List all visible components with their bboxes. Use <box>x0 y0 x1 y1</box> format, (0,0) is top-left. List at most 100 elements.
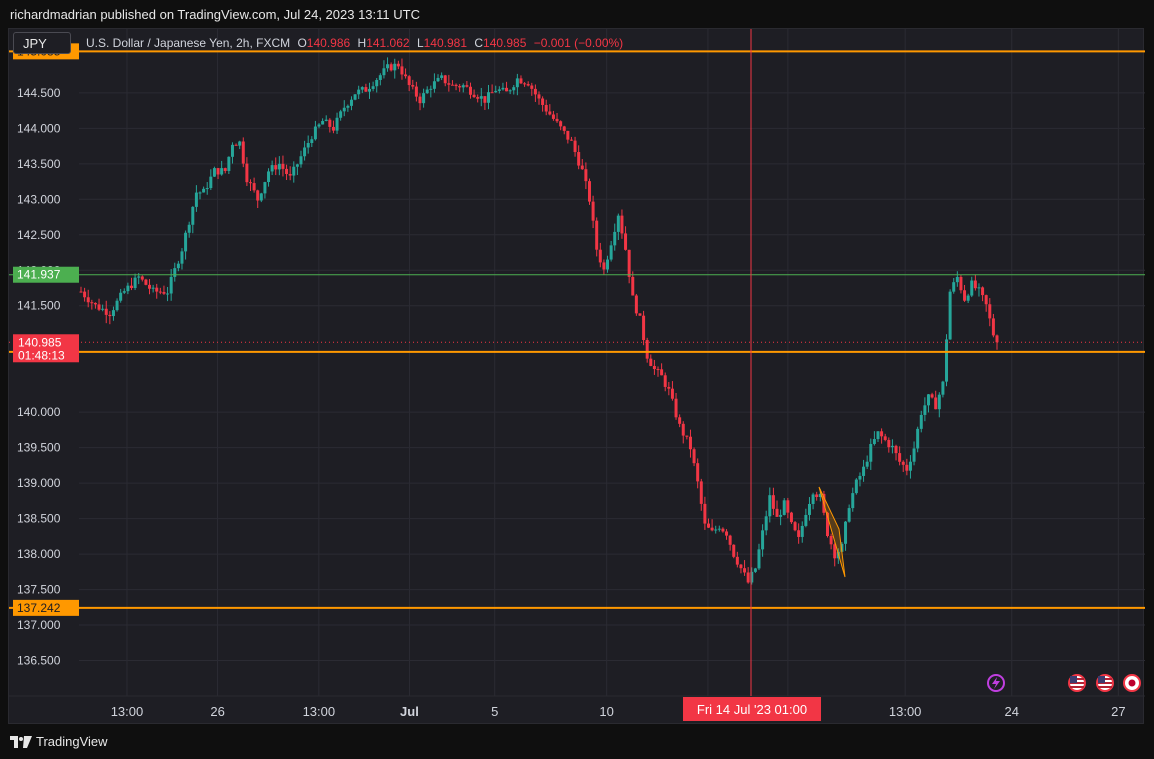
y-tick-label: 142.500 <box>17 228 61 242</box>
candle-body <box>212 168 216 177</box>
x-tick-label: 27 <box>1111 704 1125 719</box>
candle-body <box>725 531 729 536</box>
candle-body <box>840 543 844 552</box>
y-tick-label: 137.500 <box>17 583 61 597</box>
candle-body <box>898 453 902 462</box>
candle-body <box>339 111 343 118</box>
candle-body <box>851 493 855 509</box>
candle-body <box>180 251 184 264</box>
candle-body <box>494 90 498 93</box>
candle-body <box>404 74 408 77</box>
candle-body <box>133 277 137 289</box>
y-tick-label: 139.500 <box>17 441 61 455</box>
candle-body <box>941 381 945 395</box>
candle-body <box>479 96 483 99</box>
crosshair-time-label: Fri 14 Jul '23 01:00 <box>697 702 807 717</box>
candle-body <box>955 276 959 283</box>
candle-body <box>797 530 801 537</box>
candle-body <box>140 276 144 280</box>
candle-body <box>890 445 894 448</box>
candle-body <box>642 315 646 340</box>
us-flag-icon[interactable] <box>1096 674 1114 692</box>
x-tick-label: 13:00 <box>889 704 922 719</box>
last-price-tag <box>13 334 79 363</box>
candle-body <box>386 64 390 69</box>
change-value: −0.001 (−0.00%) <box>533 36 624 50</box>
candle-body <box>717 528 721 530</box>
candle-body <box>789 512 793 523</box>
candle-body <box>306 143 310 148</box>
candle-body <box>580 165 584 170</box>
candle-body <box>393 63 397 71</box>
candle-body <box>771 495 775 509</box>
candle-body <box>97 304 101 310</box>
price-level-tag <box>13 599 79 616</box>
candle-body <box>194 192 198 207</box>
candle-body <box>551 114 555 119</box>
candle-body <box>930 394 934 398</box>
price-level-label: 141.937 <box>17 268 61 282</box>
candle-body <box>234 144 238 146</box>
candle-body <box>295 164 299 167</box>
candle-body <box>818 493 822 498</box>
close-label: C <box>474 36 484 50</box>
candle-body <box>526 84 530 86</box>
candle-body <box>533 88 537 95</box>
tradingview-logo-icon <box>10 735 32 748</box>
us-flag-icon[interactable] <box>1068 674 1086 692</box>
candle-body <box>281 163 285 169</box>
candle-body <box>739 564 743 569</box>
candle-body <box>620 215 624 234</box>
candle-body <box>602 262 606 270</box>
high-value: 141.062 <box>366 36 410 50</box>
candle-body <box>804 514 808 526</box>
candle-body <box>263 182 267 194</box>
candle-body <box>238 141 242 146</box>
open-label: O <box>297 36 307 50</box>
candle-body <box>919 414 923 429</box>
lightning-icon[interactable] <box>987 674 1005 692</box>
candle-body <box>544 104 548 112</box>
symbol-search-button[interactable]: JPY <box>13 32 71 54</box>
candle-body <box>645 339 649 359</box>
candle-body <box>905 464 909 471</box>
candle-body <box>501 87 505 90</box>
candle-body <box>692 449 696 464</box>
candle-body <box>176 263 180 269</box>
candle-body <box>158 291 162 293</box>
candle-body <box>230 144 234 157</box>
y-tick-label: 143.000 <box>17 192 61 206</box>
candle-body <box>407 76 411 86</box>
candle-body <box>443 75 447 84</box>
candle-body <box>815 494 819 498</box>
y-tick-label: 141.500 <box>17 299 61 313</box>
candle-body <box>566 130 570 140</box>
candle-body <box>447 83 451 85</box>
candle-body <box>634 295 638 314</box>
candle-body <box>414 86 418 97</box>
candle-body <box>436 77 440 82</box>
candle-body <box>523 83 527 85</box>
candle-body <box>598 249 602 263</box>
chart-area[interactable]: 136.500 137.000 137.500 138.000 138.500 139.0… <box>8 28 1145 725</box>
candle-body <box>396 63 400 67</box>
x-tick-label: 24 <box>1005 704 1019 719</box>
candle-body <box>126 285 130 292</box>
candle-body <box>331 126 335 131</box>
candle-body <box>400 66 404 75</box>
candle-body <box>476 97 480 99</box>
candle-body <box>248 182 252 184</box>
high-label: H <box>357 36 367 50</box>
tradingview-footer[interactable]: TradingView <box>10 734 108 749</box>
candle-body <box>166 293 170 295</box>
japan-flag-icon[interactable] <box>1123 674 1141 692</box>
price-chart[interactable]: 136.500 137.000 137.500 138.000 138.500 139.0… <box>9 29 1145 725</box>
candle-body <box>321 121 325 125</box>
candle-body <box>303 147 307 157</box>
candle-body <box>609 245 613 260</box>
candle-body <box>858 475 862 480</box>
candle-body <box>137 276 141 278</box>
candle-body <box>660 369 664 376</box>
candle-body <box>458 86 462 88</box>
candle-body <box>887 439 891 448</box>
